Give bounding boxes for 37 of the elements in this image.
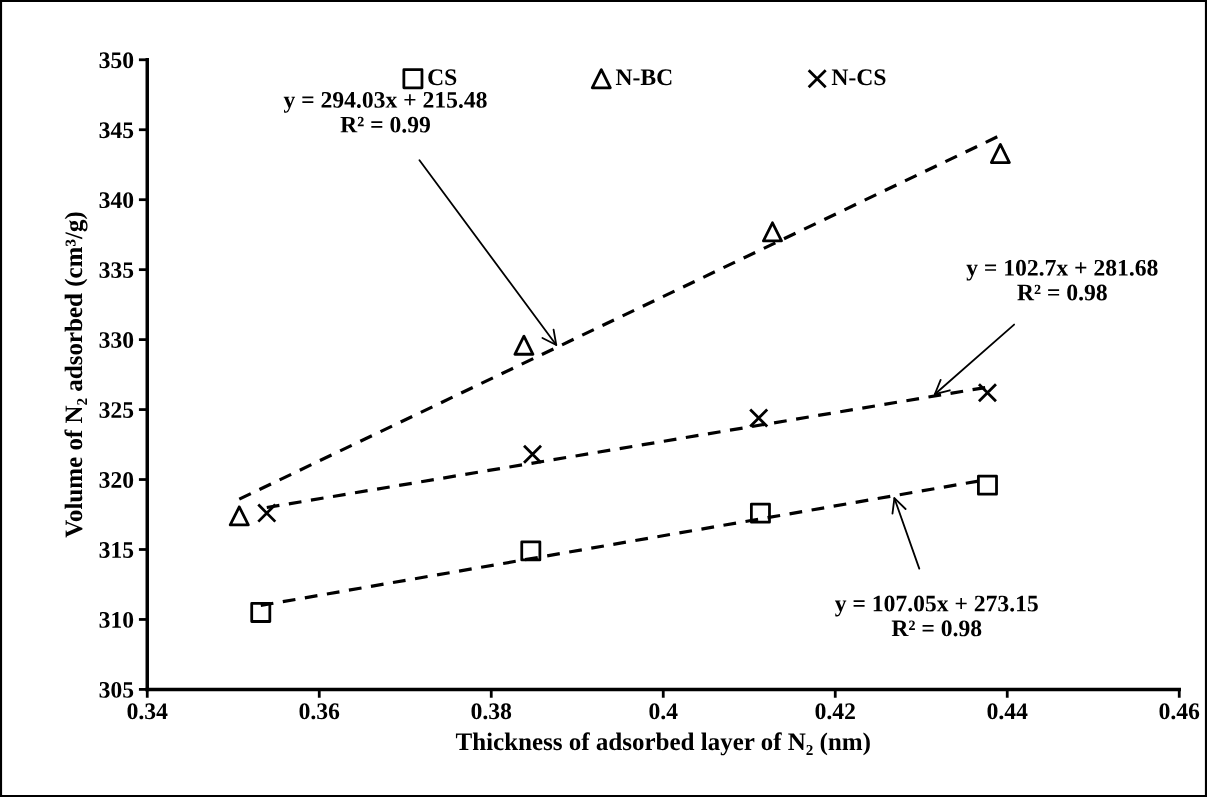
- point: [520, 540, 542, 562]
- x-tick-label: 0.42: [815, 703, 855, 720]
- point: [522, 444, 543, 465]
- x-tick-label: 0.46: [1159, 703, 1200, 720]
- y-tick-label: 320: [99, 472, 134, 488]
- y-tick-label: 350: [99, 52, 134, 69]
- x-tick-label: 0.4: [649, 703, 678, 720]
- point: [762, 221, 783, 243]
- point: [977, 382, 998, 403]
- y-tick-label: 325: [99, 402, 134, 418]
- point: [748, 408, 769, 428]
- legend-label: CS: [428, 69, 457, 86]
- x-tick-label: 0.44: [987, 703, 1028, 720]
- y-tick-label: 345: [99, 122, 134, 139]
- annotation: y = 294.03x + 215.48 R² = 0.99: [283, 91, 487, 133]
- legend-label: N-BC: [615, 69, 672, 86]
- point: [250, 602, 272, 623]
- y-tick-label: 330: [99, 332, 134, 349]
- y-axis-title: Volume of N₂ adsorbed (cm³/g): [64, 212, 88, 538]
- x-axis-title: Thickness of adsorbed layer of N₂ (nm): [455, 732, 870, 756]
- y-tick-label: 340: [99, 192, 134, 209]
- point: [256, 503, 277, 523]
- point: [228, 505, 250, 527]
- point: [749, 502, 771, 524]
- point: [513, 334, 535, 356]
- point: [989, 143, 1011, 164]
- x-tick-label: 0.34: [127, 703, 168, 720]
- legend-label: N-CS: [831, 69, 886, 86]
- y-tick-label: 305: [99, 681, 134, 698]
- annotation: y = 107.05x + 273.15 R² = 0.98: [834, 595, 1038, 637]
- x-tick-label: 0.36: [299, 703, 340, 720]
- y-tick-label: 335: [99, 262, 134, 279]
- x-tick-label: 0.38: [471, 703, 512, 720]
- y-tick-label: 315: [99, 542, 134, 558]
- point: [977, 474, 998, 496]
- y-tick-label: 310: [99, 611, 134, 628]
- annotation: y = 102.7x + 281.68 R² = 0.98: [966, 259, 1158, 301]
